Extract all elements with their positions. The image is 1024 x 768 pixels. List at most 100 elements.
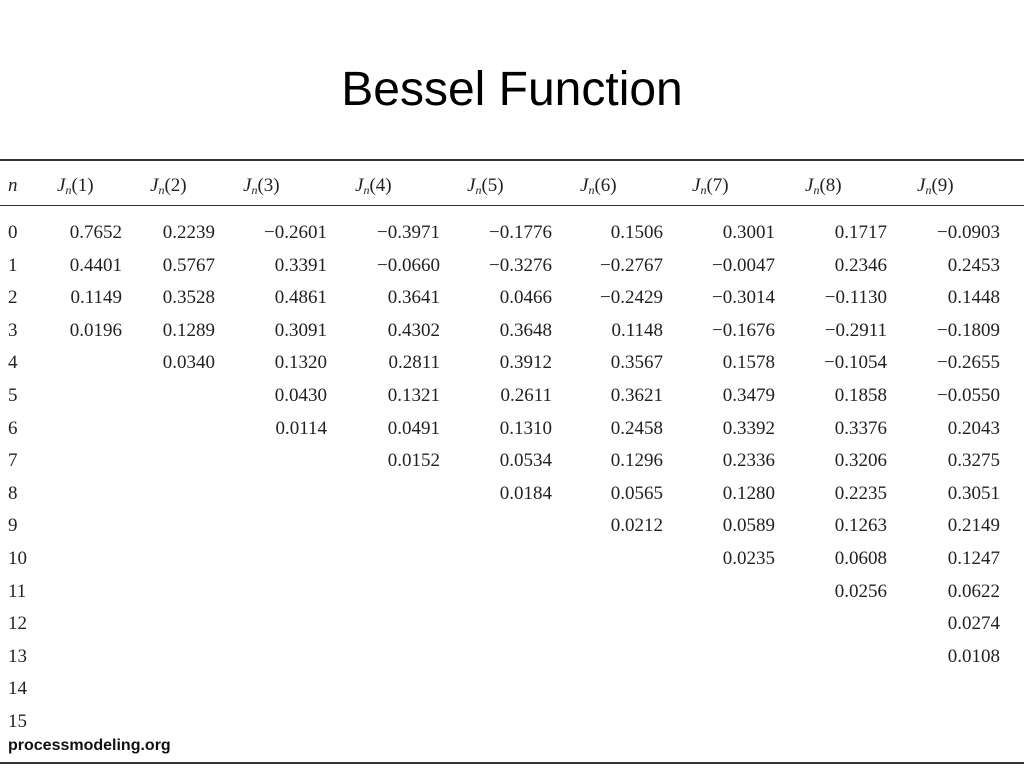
header-base: J [150,175,159,196]
cell-value: 0.0114 [275,417,327,439]
cell-value: 0.4401 [69,254,122,276]
row-index: 3 [8,319,18,341]
header-arg: (4) [369,175,392,196]
cell-value: 0.1289 [162,319,215,341]
cell-value: 0.0340 [162,352,215,374]
cell-value: 0.0491 [387,417,440,439]
cell-value: −0.3276 [489,254,552,276]
header-base: J [580,175,589,196]
cell-value: 0.2149 [947,515,1000,537]
row-index: 4 [8,352,18,374]
cell-value: 0.2811 [388,352,440,374]
column-header: Jn(2) [150,175,187,201]
cell-value: 0.5767 [162,254,215,276]
cell-value: 0.1717 [834,222,887,243]
cell-value: −0.2767 [600,254,663,276]
cell-value: 0.3479 [722,385,775,406]
cell-value: 0.3648 [499,319,552,341]
cell-value: 0.0235 [722,548,775,569]
source: processmodeling.org [8,737,171,754]
cell-value: 0.1149 [70,287,122,309]
cell-value: −0.1054 [824,352,887,374]
cell-value: −0.3971 [377,222,440,243]
header-base: J [467,175,476,196]
cell-value: −0.2655 [937,352,1000,374]
cell-value: −0.1676 [712,319,775,341]
header-arg: (6) [594,175,617,196]
header-sub: n [363,183,370,197]
cell-value: 0.3275 [947,450,1000,472]
header-base: J [692,175,701,196]
cell-value: 0.4302 [387,319,440,341]
header-arg: (8) [819,175,842,196]
cell-value: 0.1506 [610,222,663,243]
header-arg: (2) [164,175,187,196]
cell-value: 0.1263 [834,515,887,537]
table-top-rule [0,159,1024,161]
cell-value: 0.2043 [947,417,1000,439]
column-header: Jn(3) [243,175,280,201]
cell-value: 0.2336 [722,450,775,472]
cell-value: −0.2601 [264,222,327,243]
cell-value: 0.3912 [499,352,552,374]
row-index: 11 [8,580,27,602]
cell-value: 0.0184 [499,482,552,504]
cell-value: 0.2611 [500,385,552,406]
cell-value: 0.1858 [834,385,887,406]
column-header: n [8,175,18,196]
cell-value: 0.0256 [834,580,887,602]
header-base: J [57,175,66,196]
cell-value: 0.0534 [499,450,552,472]
header-sub: n [813,183,820,197]
cell-value: 0.1310 [499,417,552,439]
cell-value: 0.0565 [610,482,663,504]
cell-value: 0.0589 [722,515,775,537]
cell-value: 0.3641 [387,287,440,309]
column-header: Jn(8) [805,175,842,201]
cell-value: −0.1776 [489,222,552,243]
row-index: 9 [8,515,18,537]
header-sub: n [925,183,932,197]
cell-value: −0.0903 [937,222,1000,243]
cell-value: 0.3091 [274,319,327,341]
cell-value: 0.4861 [274,287,327,309]
cell-value: 0.0622 [947,580,1000,602]
cell-value: 0.3528 [162,287,215,309]
cell-value: 0.1296 [610,450,663,472]
column-header: Jn(9) [917,175,954,201]
cell-value: −0.0047 [712,254,775,276]
title: Bessel Function [341,63,683,116]
row-index: 5 [8,385,18,406]
row-index: 12 [8,613,27,635]
cell-value: 0.3392 [722,417,775,439]
cell-value: 0.0212 [610,515,663,537]
row-index: 8 [8,482,18,504]
cell-value: −0.0550 [937,385,1000,406]
column-header: Jn(7) [692,175,729,201]
header-rule [0,205,1024,206]
header-arg: (7) [706,175,729,196]
row-index: 0 [8,222,18,243]
cell-value: 0.7652 [69,222,122,243]
cell-value: 0.0608 [834,548,887,569]
cell-value: 0.1148 [611,319,663,341]
header-arg: (9) [931,175,954,196]
cell-value: 0.2453 [947,254,1000,276]
row-index: 15 [8,711,27,732]
cell-value: 0.1320 [274,352,327,374]
cell-value: −0.3014 [712,287,775,309]
table-bottom-rule [0,762,1024,764]
cell-value: −0.1130 [824,287,887,309]
cell-value: 0.2239 [162,222,215,243]
header-sub: n [475,183,482,197]
cell-value: −0.1809 [937,319,1000,341]
cell-value: 0.3376 [834,417,887,439]
header-sub: n [251,183,258,197]
row-index: 6 [8,417,18,439]
column-header: Jn(5) [467,175,504,201]
cell-value: 0.1578 [722,352,775,374]
header-base: J [355,175,364,196]
cell-value: 0.3621 [610,385,663,406]
cell-value: 0.0108 [947,645,1000,667]
